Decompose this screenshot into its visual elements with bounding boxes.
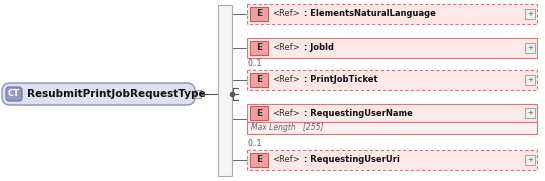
Text: ResubmitPrintJobRequestType: ResubmitPrintJobRequestType (27, 89, 205, 99)
Text: <Ref>: <Ref> (272, 75, 300, 85)
FancyBboxPatch shape (6, 87, 22, 101)
Text: 0..1: 0..1 (247, 59, 262, 68)
Bar (195, 90, 201, 98)
Text: <Ref>: <Ref> (272, 108, 300, 117)
Bar (250, 7, 268, 21)
Bar (525, 108, 535, 118)
Bar (250, 73, 268, 87)
Text: <Ref>: <Ref> (272, 9, 300, 18)
Bar (247, 150, 537, 170)
Bar (247, 122, 537, 134)
Text: : RequestingUserUri: : RequestingUserUri (304, 155, 400, 165)
Text: : JobId: : JobId (304, 43, 334, 52)
Bar (250, 106, 268, 120)
Text: <Ref>: <Ref> (272, 155, 300, 165)
Text: E: E (256, 43, 262, 52)
Bar (247, 70, 537, 90)
Bar (525, 9, 535, 19)
Text: Max Length   [255]: Max Length [255] (251, 123, 324, 132)
Text: +: + (527, 110, 533, 116)
Bar (247, 104, 537, 122)
Text: +: + (527, 11, 533, 17)
Text: 0..1: 0..1 (247, 0, 262, 2)
Text: : RequestingUserName: : RequestingUserName (304, 108, 413, 117)
Bar (525, 155, 535, 165)
Text: +: + (527, 77, 533, 83)
FancyBboxPatch shape (2, 83, 195, 105)
Text: 0..1: 0..1 (247, 139, 262, 148)
Text: +: + (527, 45, 533, 51)
Bar (250, 153, 268, 167)
Bar (525, 75, 535, 85)
Text: +: + (527, 157, 533, 163)
Text: E: E (256, 108, 262, 117)
Bar (525, 43, 535, 53)
Text: : ElementsNaturalLanguage: : ElementsNaturalLanguage (304, 9, 436, 18)
Text: CT: CT (8, 89, 20, 98)
Bar (218, 5, 232, 176)
Text: E: E (256, 75, 262, 85)
Text: : PrintJobTicket: : PrintJobTicket (304, 75, 378, 85)
Text: E: E (256, 9, 262, 18)
Text: E: E (256, 155, 262, 165)
Bar (247, 38, 537, 58)
Bar (247, 4, 537, 24)
Text: <Ref>: <Ref> (272, 43, 300, 52)
Bar (250, 41, 268, 55)
